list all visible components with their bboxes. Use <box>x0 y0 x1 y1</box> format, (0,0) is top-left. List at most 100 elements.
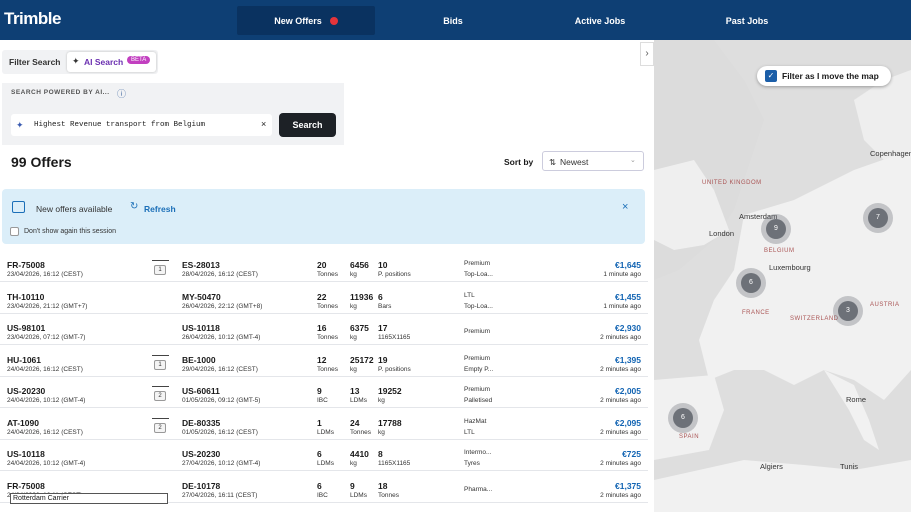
map-filter-label: Filter as I move the map <box>782 71 879 81</box>
price: €2,930 <box>615 323 641 333</box>
metric-unit: Bars <box>378 302 392 310</box>
offer-row[interactable]: AT-1090 24/04/2026, 16:12 (CEST) 2 DE-80335… <box>0 409 648 440</box>
offers-count: 99 Offers <box>11 154 72 170</box>
checkbox-label: Don't show again this session <box>24 228 116 235</box>
map: ✓ Filter as I move the map UNITED KINGDO… <box>654 40 911 512</box>
posted-time: 1 minute ago <box>603 302 641 310</box>
checkbox[interactable] <box>10 227 19 236</box>
filter-search[interactable]: Filter Search <box>9 57 61 67</box>
tag: HazMat <box>464 417 487 425</box>
chevron: ⌄ <box>630 157 636 164</box>
nav-tab[interactable]: Bids <box>443 15 463 26</box>
search-button[interactable]: Search <box>279 113 336 137</box>
metric-unit: Tonnes <box>317 334 338 341</box>
sort-label: Sort by <box>504 157 534 167</box>
tag: Premium <box>464 328 491 335</box>
collapse-button[interactable]: › <box>640 42 654 66</box>
metric-value: 9 <box>317 386 322 396</box>
carrier-select[interactable]: Rotterdam Carrier <box>10 493 168 504</box>
query-text: Highest Revenue transport from Belgium <box>34 121 206 129</box>
nav-tab[interactable]: New Offers <box>237 6 375 35</box>
origin-date: 24/04/2026, 10:12 (GMT-4) <box>7 397 86 404</box>
tag: Pharma... <box>464 485 493 493</box>
map-cluster[interactable]: 7 <box>868 208 888 228</box>
query-input[interactable] <box>11 114 272 136</box>
price: €2,005 <box>615 386 641 396</box>
map-cluster[interactable]: 3 <box>838 301 858 321</box>
clear-button[interactable]: × <box>261 119 267 129</box>
metric-unit: kg <box>350 365 357 373</box>
tag: LTL <box>464 291 475 299</box>
map-label: FRANCE <box>742 310 770 316</box>
nav-tab[interactable]: Past Jobs <box>725 15 769 26</box>
destination-date: 28/04/2026, 16:12 (CEST) <box>182 271 258 278</box>
offer-row[interactable]: US-20230 24/04/2026, 10:12 (GMT-4) 2 US-606… <box>0 377 648 408</box>
metric-value: 6 <box>317 449 322 459</box>
origin: US-98101 <box>7 323 46 333</box>
map-checkbox[interactable]: ✓ <box>765 70 777 82</box>
map-cluster[interactable]: 6 <box>673 408 693 428</box>
metric-unit: IBC <box>317 491 328 499</box>
offer-row[interactable]: TH-10110 23/04/2026, 21:12 (GMT+7) MY-5047… <box>0 283 648 314</box>
posted-time: 2 minutes ago <box>600 460 641 467</box>
destination: BE-1000 <box>182 354 216 365</box>
route-line <box>152 417 169 419</box>
map-label: Tunis <box>840 462 859 471</box>
metric-value: 6456 <box>350 260 369 270</box>
destination: DE-10178 <box>182 480 221 491</box>
map-label: Copenhagen <box>870 149 911 158</box>
map-label: Amsterdam <box>739 212 778 221</box>
destination-date: 26/04/2026, 22:12 (GMT+8) <box>182 302 263 310</box>
sort-select[interactable] <box>542 151 644 171</box>
offer-row[interactable]: HU-1061 24/04/2026, 16:12 (CEST) 1 BE-1000 2… <box>0 346 648 377</box>
origin-date: 24/04/2026, 16:12 (CEST) <box>7 365 83 373</box>
beta-badge: BETA <box>127 56 151 64</box>
close-banner[interactable]: × <box>622 201 629 213</box>
metric-unit: kg <box>350 334 357 341</box>
map-shapes <box>654 40 911 512</box>
offer-row[interactable]: FR-75008 23/04/2026, 16:12 (CEST) 1 ES-2801… <box>0 251 648 282</box>
ai-label: SEARCH POWERED BY AI... <box>11 89 110 96</box>
metric-unit: Tonnes <box>378 491 399 499</box>
map-label: Algiers <box>760 462 783 471</box>
posted-time: 2 minutes ago <box>600 428 641 436</box>
metric-unit: IBC <box>317 397 328 404</box>
map-cluster[interactable]: 6 <box>741 273 761 293</box>
offer-row[interactable]: US-98101 23/04/2026, 07:12 (GMT-7) US-1011… <box>0 314 648 345</box>
metric-value: 13 <box>350 386 360 396</box>
new-dot <box>329 16 338 25</box>
map-label: Rome <box>846 395 867 404</box>
refresh-link[interactable]: Refresh <box>144 204 176 214</box>
metric-value: 11936 <box>350 291 374 302</box>
destination: ES-28013 <box>182 260 220 270</box>
origin: FR-75008 <box>7 480 45 491</box>
metric-unit: P. positions <box>378 271 411 278</box>
posted-time: 1 minute ago <box>603 271 641 278</box>
route-line <box>152 260 169 261</box>
ai-search[interactable]: AI Search <box>84 57 124 67</box>
metric-value: 19252 <box>378 386 402 396</box>
sort-value: Newest <box>560 157 589 167</box>
posted-time: 2 minutes ago <box>600 334 641 341</box>
stops: 1 <box>154 265 166 275</box>
map-filter[interactable] <box>757 66 891 86</box>
offer-row[interactable]: US-10118 24/04/2026, 10:12 (GMT-4) US-2023… <box>0 440 648 471</box>
price: €1,375 <box>615 480 641 491</box>
map-label: SPAIN <box>679 434 700 440</box>
map-cluster[interactable]: 9 <box>766 219 786 239</box>
metric-value: 9 <box>350 480 355 491</box>
stops: 1 <box>154 359 166 370</box>
metric-value: 18 <box>378 480 388 491</box>
sparkle-icon: ✦ <box>16 120 24 130</box>
tag: Premium <box>464 354 491 362</box>
nav-tab[interactable]: Active Jobs <box>574 15 626 26</box>
metric-unit: LDMs <box>317 428 334 436</box>
metric-value: 19 <box>378 354 388 365</box>
tag: Premium <box>464 386 491 393</box>
destination: MY-50470 <box>182 291 221 302</box>
destination-date: 29/04/2026, 16:12 (CEST) <box>182 365 258 373</box>
stops: 2 <box>154 391 166 401</box>
metric-unit: kg <box>378 397 385 404</box>
calendar-icon <box>12 201 25 213</box>
